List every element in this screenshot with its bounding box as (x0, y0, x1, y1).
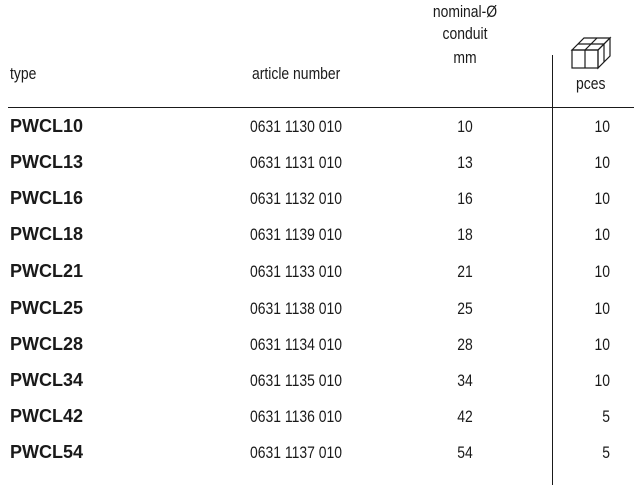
table-row: PWCL18 0631 1139 010 18 10 (0, 224, 638, 256)
pces-cell: 10 (594, 117, 610, 136)
article-cell: 0631 1133 010 (250, 262, 342, 281)
pces-cell: 10 (594, 153, 610, 172)
header-article-number: article number (252, 64, 341, 83)
article-cell: 0631 1131 010 (250, 153, 342, 172)
header-divider (8, 107, 634, 108)
pces-cell: 5 (602, 443, 610, 462)
nominal-cell: 28 (457, 335, 473, 354)
nominal-cell: 16 (457, 189, 473, 208)
table-row: PWCL13 0631 1131 010 13 10 (0, 152, 638, 184)
type-cell: PWCL13 (10, 152, 84, 172)
header-nominal-line2: conduit (442, 24, 488, 43)
pces-cell: 10 (594, 335, 610, 354)
type-cell: PWCL42 (10, 406, 84, 426)
type-cell: PWCL18 (10, 224, 84, 244)
article-cell: 0631 1130 010 (250, 117, 342, 136)
article-cell: 0631 1137 010 (250, 443, 342, 462)
article-cell: 0631 1135 010 (250, 371, 342, 390)
type-cell: PWCL10 (10, 116, 84, 136)
pces-cell: 5 (602, 407, 610, 426)
header-nominal-line3: mm (453, 48, 477, 67)
nominal-cell: 34 (457, 371, 473, 390)
nominal-cell: 25 (457, 299, 473, 318)
type-cell: PWCL54 (10, 442, 84, 462)
table-row: PWCL28 0631 1134 010 28 10 (0, 334, 638, 366)
article-cell: 0631 1132 010 (250, 189, 342, 208)
table-row: PWCL42 0631 1136 010 42 5 (0, 406, 638, 438)
pces-cell: 10 (594, 225, 610, 244)
nominal-cell: 13 (457, 153, 473, 172)
nominal-cell: 10 (457, 117, 473, 136)
type-cell: PWCL28 (10, 334, 84, 354)
nominal-cell: 18 (457, 225, 473, 244)
article-cell: 0631 1139 010 (250, 225, 342, 244)
type-cell: PWCL21 (10, 261, 84, 281)
nominal-cell: 42 (457, 407, 473, 426)
table-row: PWCL10 0631 1130 010 10 10 (0, 116, 638, 148)
table-row: PWCL16 0631 1132 010 16 10 (0, 188, 638, 220)
table-row: PWCL21 0631 1133 010 21 10 (0, 261, 638, 293)
article-cell: 0631 1134 010 (250, 335, 342, 354)
column-divider (552, 55, 553, 485)
nominal-cell: 54 (457, 443, 473, 462)
type-cell: PWCL16 (10, 188, 84, 208)
pces-cell: 10 (594, 189, 610, 208)
type-cell: PWCL25 (10, 298, 84, 318)
header-type: type (10, 64, 37, 83)
table-row: PWCL25 0631 1138 010 25 10 (0, 298, 638, 330)
box-stack-icon (570, 36, 612, 70)
table-row: PWCL34 0631 1135 010 34 10 (0, 370, 638, 402)
pces-cell: 10 (594, 262, 610, 281)
header-pces: pces (576, 74, 606, 93)
article-cell: 0631 1138 010 (250, 299, 342, 318)
pces-cell: 10 (594, 299, 610, 318)
pces-cell: 10 (594, 371, 610, 390)
table-row: PWCL54 0631 1137 010 54 5 (0, 442, 638, 474)
article-cell: 0631 1136 010 (250, 407, 342, 426)
nominal-cell: 21 (457, 262, 473, 281)
header-nominal-line1: nominal-Ø (432, 2, 498, 21)
type-cell: PWCL34 (10, 370, 84, 390)
